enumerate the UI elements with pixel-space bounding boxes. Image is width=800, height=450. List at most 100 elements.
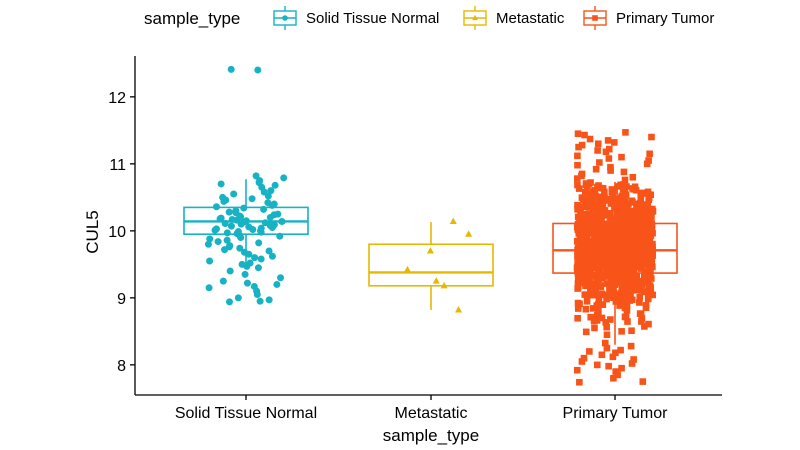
data-point xyxy=(618,328,625,335)
data-point xyxy=(636,293,644,301)
data-point xyxy=(596,159,603,166)
data-point xyxy=(574,152,581,160)
data-point xyxy=(627,291,634,298)
data-point xyxy=(603,268,611,276)
data-point xyxy=(590,194,598,202)
data-point xyxy=(636,205,644,213)
data-point xyxy=(573,175,581,182)
data-point xyxy=(619,273,627,281)
data-point xyxy=(635,211,642,219)
data-point xyxy=(622,292,629,300)
data-point xyxy=(574,280,582,287)
data-point xyxy=(267,187,275,195)
data-point xyxy=(619,185,627,193)
data-point xyxy=(223,229,231,237)
data-point xyxy=(645,320,652,328)
data-point xyxy=(220,197,228,205)
data-point xyxy=(588,289,596,296)
data-point xyxy=(618,199,626,206)
box xyxy=(183,179,309,268)
data-point xyxy=(603,331,611,339)
data-point xyxy=(594,183,601,191)
data-point xyxy=(633,272,640,279)
legend-key-marker xyxy=(282,15,288,21)
data-point xyxy=(629,185,636,192)
data-point xyxy=(632,186,640,194)
legend-item: Solid Tissue Normal xyxy=(273,6,439,30)
data-point xyxy=(582,305,590,313)
data-point xyxy=(575,222,583,230)
legend-label: Metastatic xyxy=(496,10,565,27)
data-point xyxy=(583,237,591,244)
data-point xyxy=(575,185,583,192)
data-point xyxy=(601,291,609,299)
data-point xyxy=(599,211,607,219)
data-point xyxy=(622,129,629,136)
data-point xyxy=(251,254,259,262)
data-point xyxy=(616,268,624,276)
data-point xyxy=(612,230,619,238)
data-point xyxy=(619,204,626,212)
data-point xyxy=(599,301,607,308)
x-tick-label: Solid Tissue Normal xyxy=(175,405,317,422)
data-point xyxy=(598,216,605,224)
data-point xyxy=(620,267,627,274)
y-tick-label: 11 xyxy=(109,157,126,174)
data-point xyxy=(583,230,590,238)
data-point xyxy=(622,280,629,287)
data-point xyxy=(629,279,637,287)
data-point xyxy=(586,348,593,355)
data-point xyxy=(273,280,281,288)
data-point xyxy=(602,319,610,326)
data-point xyxy=(265,296,273,304)
data-point xyxy=(618,213,625,221)
data-point xyxy=(585,224,592,232)
data-point xyxy=(605,246,613,253)
data-point xyxy=(621,197,629,204)
data-point xyxy=(589,240,596,248)
data-point xyxy=(641,261,648,268)
data-point xyxy=(609,282,617,290)
data-point xyxy=(637,265,645,272)
data-point xyxy=(271,181,279,189)
data-point xyxy=(641,323,648,330)
data-point xyxy=(595,307,602,315)
data-point xyxy=(574,284,582,291)
data-point xyxy=(454,306,463,313)
data-point xyxy=(602,232,610,239)
legend-key-marker xyxy=(472,14,478,21)
data-point xyxy=(236,244,244,252)
data-point xyxy=(612,368,620,375)
data-point xyxy=(612,275,620,282)
data-point xyxy=(624,318,631,325)
data-point xyxy=(616,294,623,301)
data-point xyxy=(256,297,264,305)
data-point xyxy=(574,314,581,322)
data-point xyxy=(594,147,601,154)
data-point xyxy=(245,250,253,258)
data-point xyxy=(647,232,655,240)
data-point xyxy=(633,253,641,261)
data-point xyxy=(581,188,589,196)
data-point xyxy=(637,287,645,294)
data-point xyxy=(644,188,652,196)
data-point xyxy=(595,228,603,236)
data-point xyxy=(614,371,621,379)
data-point xyxy=(637,190,645,198)
data-point xyxy=(627,342,635,350)
data-point xyxy=(599,204,607,211)
legend-key-marker xyxy=(592,15,598,21)
legend-title: sample_type xyxy=(144,9,240,28)
data-point xyxy=(644,215,651,223)
data-point xyxy=(630,223,638,230)
y-tick-label: 9 xyxy=(117,291,126,308)
data-point xyxy=(649,240,656,248)
data-point xyxy=(618,284,626,292)
data-point xyxy=(628,327,635,335)
data-point xyxy=(214,238,222,246)
data-point xyxy=(637,310,645,317)
data-point xyxy=(610,256,618,264)
data-point xyxy=(649,291,656,299)
